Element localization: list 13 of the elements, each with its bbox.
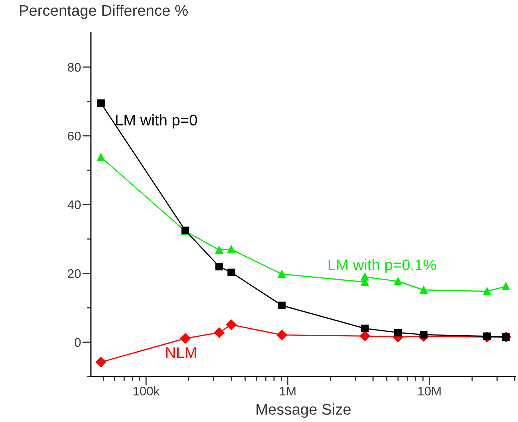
y-tick-label: 0 (74, 338, 81, 348)
x-tick-label: 10M (418, 386, 441, 396)
series-label: NLM (166, 348, 196, 358)
series-label: LM with p=0 (116, 114, 198, 129)
x-tick-label: 100k (134, 386, 160, 396)
x-tick-label: 1M (280, 387, 296, 396)
x-axis-title: Message Size (256, 404, 351, 418)
y-tick-label: 60 (68, 132, 81, 141)
y-tick-label: 20 (68, 269, 81, 278)
y-axis-title: Percentage Difference % (20, 4, 188, 20)
y-tick-label: 80 (68, 63, 81, 72)
y-tick-label: 40 (68, 200, 81, 210)
series-label: LM with p=0.1% (328, 259, 436, 274)
